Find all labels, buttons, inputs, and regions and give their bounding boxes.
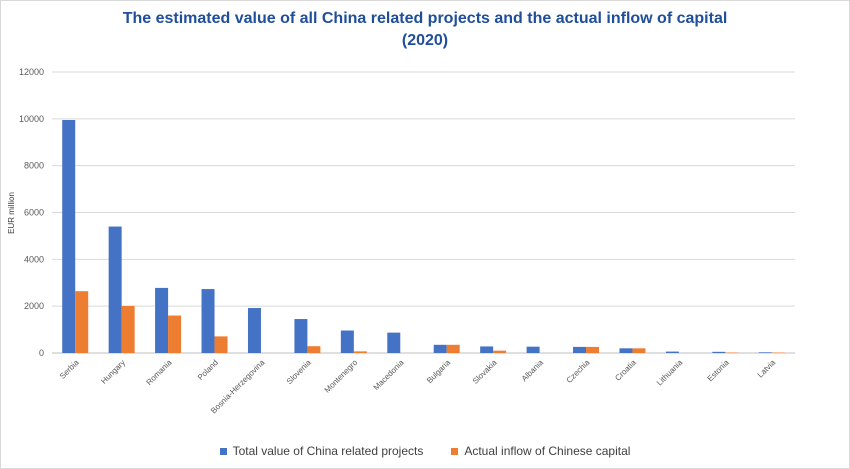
legend-label-total: Total value of China related projects [232, 444, 424, 458]
legend-item-total: Total value of China related projects [219, 444, 424, 458]
y-tick-label: 8000 [24, 161, 44, 171]
bar-total-hungary [108, 226, 122, 353]
y-tick-label: 12000 [19, 67, 44, 77]
bar-total-montenegro [340, 330, 354, 353]
x-tick-label: Slovenia [285, 358, 313, 386]
bar-total-bulgaria [433, 344, 447, 353]
bar-inflow-poland [214, 336, 228, 353]
y-tick-label: 0 [39, 348, 44, 358]
bar-total-slovenia [294, 319, 308, 353]
bar-inflow-czechia [586, 346, 600, 353]
x-tick-label: Hungary [99, 358, 127, 386]
bar-total-czechia [573, 346, 587, 353]
chart-subtitle: (2020) [401, 32, 449, 49]
bar-total-latvia [758, 352, 772, 353]
bar-total-croatia [619, 348, 633, 353]
bar-total-romania [155, 287, 169, 353]
legend-swatch-total [219, 447, 227, 455]
x-tick-label: Estonia [706, 358, 732, 384]
bar-total-slovakia [480, 346, 494, 353]
legend-item-inflow: Actual inflow of Chinese capital [451, 444, 630, 458]
legend: Total value of China related projects Ac… [0, 444, 850, 458]
bar-inflow-serbia [75, 291, 89, 353]
bar-inflow-hungary [121, 305, 135, 353]
bar-total-estonia [712, 351, 726, 353]
bar-inflow-romania [168, 315, 182, 353]
x-tick-label: Montenegro [323, 358, 360, 395]
y-tick-label: 2000 [24, 301, 44, 311]
x-tick-label: Croatia [613, 358, 638, 383]
y-tick-label: 6000 [24, 208, 44, 218]
x-tick-label: Poland [196, 358, 220, 382]
bar-total-albania [526, 346, 540, 353]
bar-total-lithuania [665, 351, 679, 353]
x-tick-label: Bulgaria [425, 358, 453, 386]
y-axis-label: EUR million [7, 192, 16, 234]
y-axis-ticks: 0 2000 4000 6000 8000 10000 12000 [19, 67, 44, 358]
bar-inflow-slovenia [307, 346, 321, 353]
chart-title: The estimated value of all China related… [122, 10, 728, 27]
y-tick-label: 10000 [19, 114, 44, 124]
y-tick-label: 4000 [24, 254, 44, 264]
x-tick-label: Romania [145, 358, 174, 387]
bar-total-serbia [62, 120, 76, 353]
x-tick-label: Albania [520, 358, 546, 384]
bar-total-bosnia-herzegovina [247, 308, 261, 353]
bar-inflow-croatia [632, 348, 646, 353]
bars [62, 120, 785, 353]
chart-title-block: The estimated value of all China related… [0, 8, 850, 52]
bar-inflow-bulgaria [446, 344, 460, 353]
legend-label-inflow: Actual inflow of Chinese capital [464, 444, 631, 458]
legend-swatch-inflow [451, 447, 459, 455]
bar-total-macedonia [387, 332, 401, 353]
x-axis-ticks: Serbia Hungary Romania PolandBosnia-Herzego… [58, 358, 778, 416]
x-tick-label: Czechia [565, 358, 592, 385]
bar-total-poland [201, 289, 215, 353]
x-tick-label: Macedonia [372, 358, 406, 392]
bar-inflow-slovakia [493, 350, 507, 353]
x-tick-label: Slovakia [471, 358, 499, 386]
x-tick-label: Latvia [756, 358, 778, 380]
x-tick-label: Lithuania [655, 358, 685, 388]
x-tick-label: Serbia [58, 358, 81, 381]
bar-inflow-montenegro [353, 351, 367, 353]
